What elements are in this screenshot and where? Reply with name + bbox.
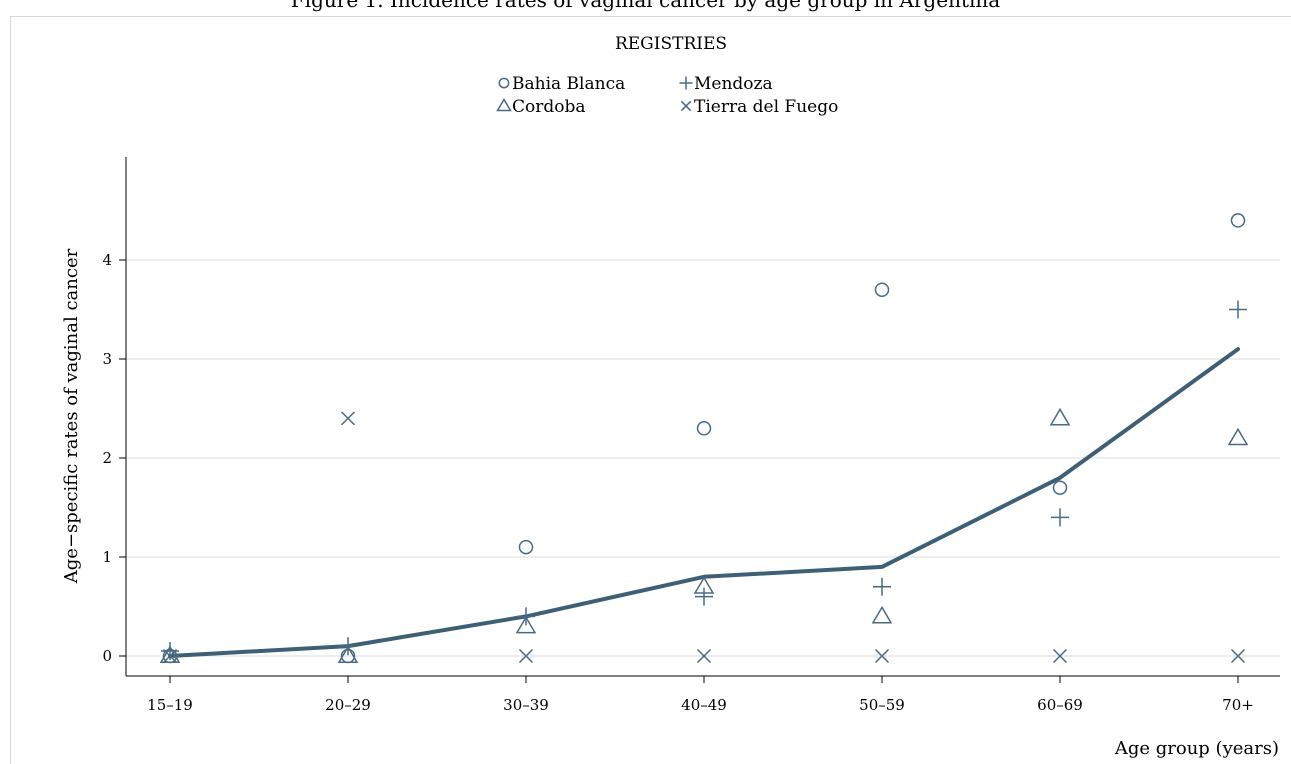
legend-marker-cordoba <box>496 98 512 112</box>
point-bahia-blanca <box>696 421 712 436</box>
figure-title: Figure 1. Incidence rates of vaginal can… <box>290 0 1001 12</box>
y-tick-label: 1 <box>102 548 112 566</box>
point-cordoba <box>159 645 181 664</box>
x-tick-label: 30–39 <box>503 696 549 714</box>
point-cordoba <box>1227 427 1249 446</box>
point-bahia-blanca <box>1052 480 1068 495</box>
point-bahia-blanca <box>1230 213 1246 228</box>
data-points <box>159 213 1249 664</box>
x-tick-label: 15–19 <box>147 696 193 714</box>
x-ticks: 15–19 20–29 30–39 40–49 50–59 60–69 70+ <box>147 676 1254 714</box>
y-tick-label: 3 <box>102 350 112 368</box>
point-mendoza <box>1051 508 1069 527</box>
point-tierra-del-fuego <box>874 648 890 664</box>
legend-label-bahia-blanca: Bahia Blanca <box>512 74 625 94</box>
y-ticks: 0 1 2 3 4 <box>102 251 126 665</box>
point-cordoba <box>871 605 893 624</box>
legend-label-tierra-del-fuego: Tierra del Fuego <box>694 97 838 117</box>
legend-label-cordoba: Cordoba <box>512 97 586 117</box>
point-bahia-blanca <box>874 282 890 297</box>
x-tick-label: 40–49 <box>681 696 727 714</box>
point-cordoba <box>515 615 537 634</box>
y-tick-label: 2 <box>102 449 112 467</box>
fitted-line-layer <box>168 347 1240 658</box>
legend: Bahia Blanca Mendoza Cordoba Tierra del Fue… <box>496 74 838 117</box>
x-tick-label: 20–29 <box>325 696 371 714</box>
point-mendoza <box>695 587 713 606</box>
point-cordoba <box>1049 407 1071 426</box>
y-tick-label: 4 <box>102 251 112 269</box>
x-tick-label: 50–59 <box>859 696 905 714</box>
legend-title: REGISTRIES <box>615 34 727 54</box>
point-cordoba <box>337 645 359 664</box>
point-tierra-del-fuego <box>340 411 356 426</box>
point-cordoba <box>693 576 715 594</box>
x-tick-label: 70+ <box>1222 696 1254 714</box>
y-tick-label: 0 <box>102 647 112 665</box>
y-axis-title: Age−specific rates of vaginal cancer <box>61 248 82 584</box>
fitted-line <box>168 347 1240 658</box>
x-tick-label: 60–69 <box>1037 696 1083 714</box>
point-tierra-del-fuego <box>162 648 178 664</box>
point-tierra-del-fuego <box>518 648 534 664</box>
chart-frame <box>10 16 1291 764</box>
point-mendoza <box>873 577 891 596</box>
point-bahia-blanca <box>518 539 534 555</box>
legend-marker-bahia-blanca <box>498 77 510 89</box>
legend-marker-mendoza <box>679 76 693 90</box>
legend-label-mendoza: Mendoza <box>694 74 773 94</box>
x-axis-title: Age group (years) <box>1114 738 1279 759</box>
legend-marker-tierra-del-fuego <box>680 100 692 112</box>
point-tierra-del-fuego <box>696 648 712 664</box>
axes <box>125 157 1280 677</box>
point-tierra-del-fuego <box>1052 648 1068 664</box>
point-tierra-del-fuego <box>1230 648 1246 664</box>
point-mendoza <box>1229 300 1247 319</box>
